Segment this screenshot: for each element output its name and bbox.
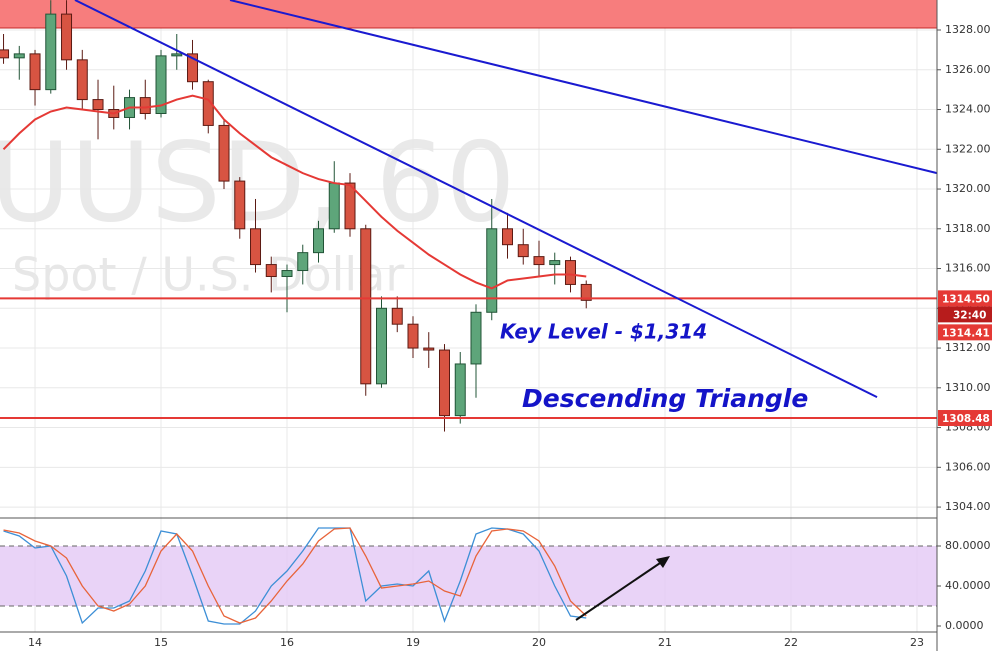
candle-body (313, 228, 325, 254)
trend-line (229, 0, 938, 175)
candle-body (533, 256, 545, 266)
y-tick-label: 1310.00 (945, 381, 991, 394)
y-tick-label: 1320.00 (945, 182, 991, 195)
candle-body (501, 228, 513, 246)
candle-body (454, 363, 466, 417)
watermark: UUSD, 60 (0, 118, 515, 246)
arrow (575, 558, 667, 621)
annotation: Descending Triangle (522, 384, 808, 413)
y-tick-label: 1328.00 (945, 23, 991, 36)
x-tick-label: 16 (280, 636, 294, 649)
candle-body (76, 59, 88, 101)
y-tick-label: 1304.00 (945, 500, 991, 513)
candle-body (92, 99, 104, 111)
x-tick-label: 20 (532, 636, 546, 649)
candle-body (564, 260, 576, 285)
candle-body (438, 349, 450, 417)
y-tick-label: 0.0000 (945, 619, 984, 632)
y-tick-label: 1306.00 (945, 460, 991, 473)
y-tick-label: 40.0000 (945, 579, 991, 592)
arrow-head (656, 556, 670, 568)
countdown: 32:40 (953, 309, 986, 321)
candle-body (13, 53, 25, 59)
last-price: 1314.41 (942, 327, 990, 339)
candle-body (234, 180, 246, 230)
candle-body (139, 97, 151, 114)
candle-body (580, 283, 592, 301)
candle-body (281, 270, 293, 277)
resistance-zone (0, 0, 937, 29)
x-tick-label: 22 (784, 636, 798, 649)
candle-body (0, 49, 10, 59)
candle-body (344, 182, 356, 230)
candle-body (391, 307, 403, 325)
candle-body (470, 311, 482, 365)
candle-body (549, 260, 561, 266)
y-tick-label: 1312.00 (945, 341, 991, 354)
candle-body (297, 252, 309, 272)
moving-average (2, 94, 587, 290)
y-tick-label: 80.0000 (945, 539, 991, 552)
candle-body (45, 13, 57, 91)
candle-body (61, 13, 73, 61)
x-tick-label: 21 (658, 636, 672, 649)
candle-body (187, 53, 199, 83)
y-tick-label: 1324.00 (945, 103, 991, 116)
candle-body (155, 55, 167, 114)
stochastic-line (3, 527, 587, 624)
price-label-bg (938, 290, 992, 307)
price-label: 1314.50 (942, 293, 990, 305)
y-tick-label: 1322.00 (945, 142, 991, 155)
y-tick-label: 1316.00 (945, 262, 991, 275)
candle-body (29, 53, 41, 91)
candle-body (360, 228, 372, 385)
candle-body (328, 182, 340, 230)
candle-body (202, 81, 214, 126)
last-price-bg (938, 324, 992, 341)
candle-body (486, 228, 498, 313)
price-label: 1308.48 (942, 413, 990, 425)
y-tick-label: 1318.00 (945, 222, 991, 235)
candle-body (423, 347, 435, 351)
countdown-bg (938, 306, 992, 323)
candle-body (250, 228, 262, 266)
watermark-sub: Spot / U.S. Dollar (12, 248, 404, 302)
candle-body (407, 323, 419, 349)
x-tick-label: 19 (406, 636, 420, 649)
candle-body (218, 124, 230, 182)
x-tick-label: 15 (154, 636, 168, 649)
x-tick-label: 14 (28, 636, 42, 649)
stochastic-line (3, 527, 587, 625)
candle-body (376, 307, 388, 385)
annotation: Key Level - $1,314 (500, 320, 707, 344)
candle-body (171, 53, 183, 57)
candle-body (517, 244, 529, 258)
price-label-bg (938, 410, 992, 427)
plot (0, 0, 938, 632)
x-tick-label: 23 (910, 636, 924, 649)
trend-line (74, 0, 878, 399)
candle-body (265, 264, 277, 277)
y-tick-label: 1326.00 (945, 63, 991, 76)
